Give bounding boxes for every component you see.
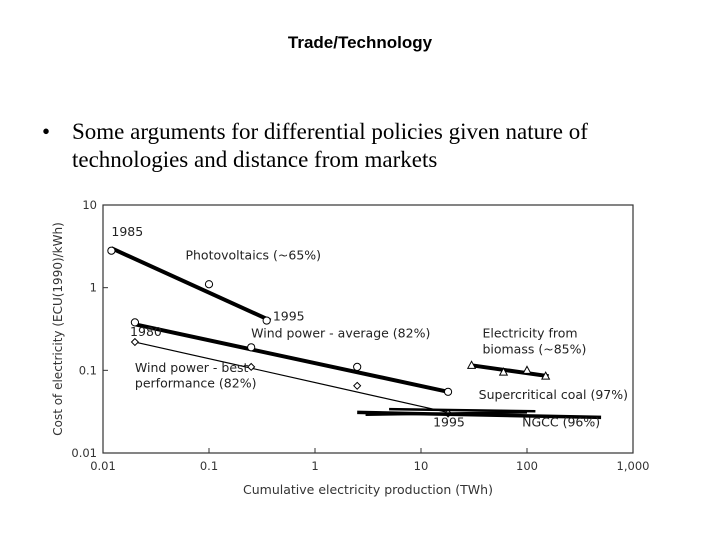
data-point — [247, 343, 256, 352]
x-tick-label: 100 — [516, 459, 538, 473]
series-line — [389, 407, 536, 413]
x-tick-label: 1,000 — [617, 459, 650, 473]
bullet-text: Some arguments for differential policies… — [72, 119, 588, 172]
data-point — [353, 381, 362, 390]
data-point — [541, 371, 551, 380]
annotation-label: 1995 — [433, 414, 465, 429]
y-axis-label: Cost of electricity (ECU(1990)/kWh) — [51, 222, 65, 436]
y-axis-ticks: 10 1 0.1 0.01 — [71, 198, 108, 460]
annotation-label: 1985 — [111, 224, 143, 239]
annotation-label: Wind power - best — [135, 360, 249, 375]
annotation-label: Photovoltaics (~65%) — [185, 247, 321, 262]
plot-frame — [102, 204, 634, 454]
x-tick-label: 0.01 — [90, 459, 116, 473]
series-line — [365, 411, 528, 417]
data-point — [522, 365, 532, 374]
annotation-label: Supercritical coal (97%) — [479, 387, 628, 402]
series-4 — [389, 407, 536, 413]
series-0 — [107, 246, 272, 325]
x-axis-ticks: 0.01 0.1 1 10 100 1,000 — [90, 448, 649, 473]
x-tick-label: 10 — [414, 459, 429, 473]
data-point — [130, 337, 140, 347]
annotation-label: Electricity from — [482, 325, 577, 340]
slide-title: Trade/Technology — [287, 33, 433, 52]
y-tick-label: 1 — [90, 281, 97, 295]
data-point — [130, 318, 140, 327]
series-line — [134, 322, 449, 394]
bullet-icon: • — [42, 119, 51, 144]
annotation-label: Wind power - average (82%) — [251, 325, 430, 340]
data-point — [466, 360, 477, 369]
annotation-layer: 1985 Photovoltaics (~65%) 1995 1980 Wind pow… — [111, 224, 628, 429]
x-tick-label: 1 — [311, 459, 318, 473]
series-3 — [466, 360, 551, 380]
series-line — [110, 246, 272, 323]
series-layer — [107, 246, 602, 420]
series-6 — [365, 411, 528, 417]
series-line — [471, 363, 549, 379]
y-tick-label: 0.01 — [71, 446, 97, 460]
annotation-label: NGCC (96%) — [522, 414, 600, 429]
data-point — [247, 362, 256, 372]
annotation-label: 1980 — [130, 324, 162, 339]
series-line — [134, 341, 454, 415]
x-axis-label: Cumulative electricity production (TWh) — [243, 482, 493, 497]
annotation-label: 1995 — [273, 309, 305, 324]
annotation-label: performance (82%) — [135, 375, 257, 390]
series-1 — [130, 318, 453, 396]
data-point — [107, 246, 116, 255]
data-point — [262, 316, 271, 325]
data-point — [353, 362, 362, 372]
y-tick-label: 10 — [82, 198, 97, 212]
y-tick-label: 0.1 — [79, 363, 97, 377]
data-point — [204, 280, 214, 289]
annotation-label: biomass (~85%) — [482, 341, 586, 356]
data-point — [443, 387, 453, 396]
data-point — [498, 367, 509, 376]
x-tick-label: 0.1 — [200, 459, 218, 473]
